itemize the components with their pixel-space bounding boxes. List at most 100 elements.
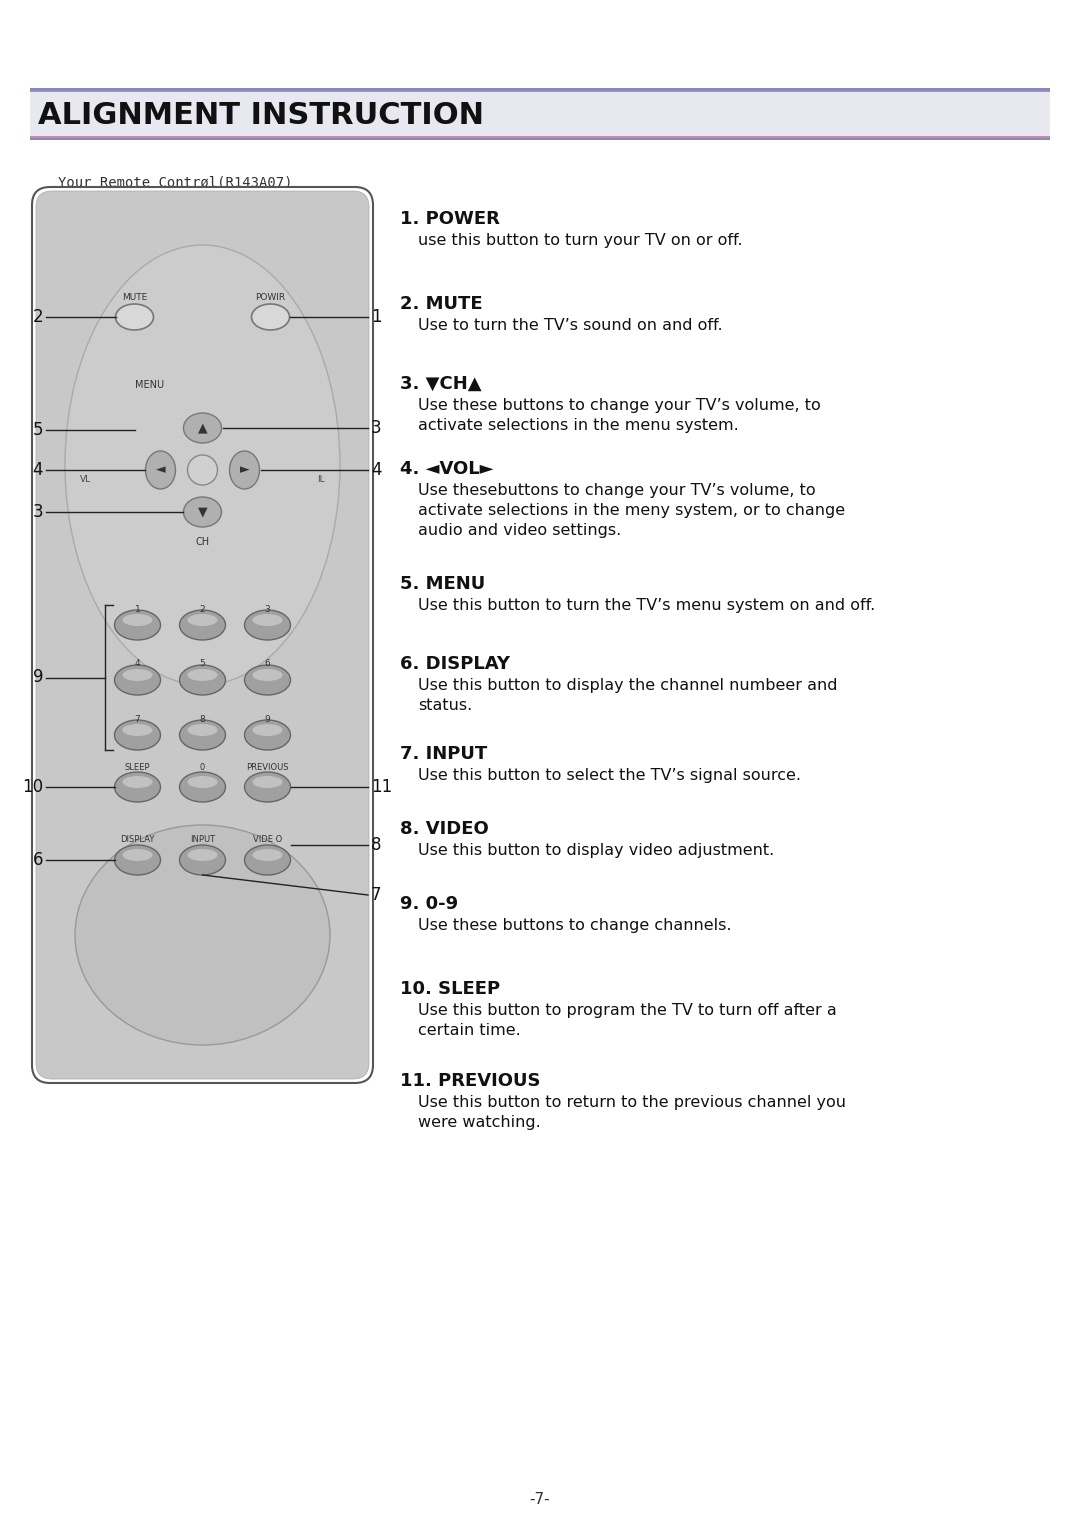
Text: Use this button to turn the TV’s menu system on and off.: Use this button to turn the TV’s menu sy… [418, 597, 875, 613]
Text: SLEEP: SLEEP [125, 762, 150, 772]
Text: 1: 1 [135, 605, 140, 614]
Ellipse shape [122, 850, 152, 860]
Text: INPUT: INPUT [190, 836, 215, 845]
Text: 7. INPUT: 7. INPUT [400, 746, 487, 762]
Text: 4: 4 [135, 660, 140, 669]
Text: Use this button to return to the previous channel you: Use this button to return to the previou… [418, 1096, 846, 1109]
Text: 7: 7 [372, 886, 381, 905]
Text: IL: IL [318, 475, 325, 484]
Bar [30, 89, 1050, 141]
Text: 2: 2 [32, 309, 43, 325]
FancyBboxPatch shape [36, 191, 369, 1079]
Text: Use to turn the TV’s sound on and off.: Use to turn the TV’s sound on and off. [418, 318, 723, 333]
Ellipse shape [252, 304, 289, 330]
Ellipse shape [114, 610, 161, 640]
Text: 11: 11 [372, 778, 392, 796]
Ellipse shape [184, 413, 221, 443]
Text: 4. ◄VOL►: 4. ◄VOL► [400, 460, 494, 478]
Text: ◄: ◄ [156, 463, 165, 477]
Text: 7: 7 [135, 715, 140, 723]
Ellipse shape [179, 610, 226, 640]
Text: 10: 10 [22, 778, 43, 796]
Text: 4: 4 [372, 461, 381, 478]
Text: 9. 0-9: 9. 0-9 [400, 895, 458, 914]
Text: 3. ▼CH▲: 3. ▼CH▲ [400, 374, 482, 393]
Text: Use thesebuttons to change your TV’s volume, to: Use thesebuttons to change your TV’s vol… [418, 483, 815, 498]
Text: 1: 1 [372, 309, 381, 325]
Text: ▼: ▼ [198, 506, 207, 518]
Text: 1. POWER: 1. POWER [400, 209, 500, 228]
Text: POWIR: POWIR [256, 292, 285, 301]
Ellipse shape [116, 304, 153, 330]
Ellipse shape [244, 665, 291, 695]
Text: audio and video settings.: audio and video settings. [418, 523, 621, 538]
Text: -7-: -7- [529, 1493, 551, 1508]
Ellipse shape [179, 845, 226, 876]
Text: Use this button to select the TV’s signal source.: Use this button to select the TV’s signa… [418, 769, 801, 782]
Ellipse shape [244, 610, 291, 640]
Text: 3: 3 [372, 419, 381, 437]
Text: PREVIOUS: PREVIOUS [246, 762, 288, 772]
Bar [30, 89, 1050, 90]
Ellipse shape [114, 772, 161, 802]
Ellipse shape [188, 614, 217, 626]
Ellipse shape [253, 850, 283, 860]
Text: 10. SLEEP: 10. SLEEP [400, 979, 500, 998]
Text: ►: ► [240, 463, 249, 477]
Text: 2. MUTE: 2. MUTE [400, 295, 483, 313]
Ellipse shape [188, 669, 217, 681]
Ellipse shape [244, 845, 291, 876]
Text: 9: 9 [265, 715, 270, 723]
Ellipse shape [114, 665, 161, 695]
Text: 0: 0 [200, 762, 205, 772]
Ellipse shape [244, 772, 291, 802]
Ellipse shape [179, 772, 226, 802]
Ellipse shape [122, 776, 152, 788]
Text: Your Remote Contrøl(R143A07): Your Remote Contrøl(R143A07) [58, 176, 293, 189]
Text: 9: 9 [32, 669, 43, 686]
Ellipse shape [114, 720, 161, 750]
Text: 8: 8 [200, 715, 205, 723]
Text: 5: 5 [200, 660, 205, 669]
Text: 5. MENU: 5. MENU [400, 575, 485, 593]
Text: 8. VIDEO: 8. VIDEO [400, 821, 489, 837]
Ellipse shape [114, 845, 161, 876]
Text: 6. DISPLAY: 6. DISPLAY [400, 656, 510, 672]
Text: 2: 2 [200, 605, 205, 614]
Ellipse shape [253, 724, 283, 736]
Text: Use this button to display the channel numbeer and: Use this button to display the channel n… [418, 678, 837, 694]
Text: certain time.: certain time. [418, 1024, 521, 1038]
Ellipse shape [65, 244, 340, 685]
Text: 6: 6 [32, 851, 43, 869]
Ellipse shape [184, 497, 221, 527]
FancyBboxPatch shape [32, 186, 373, 1083]
Ellipse shape [253, 669, 283, 681]
Text: CH: CH [195, 536, 210, 547]
Text: 3: 3 [265, 605, 270, 614]
Text: activate selections in the meny system, or to change: activate selections in the meny system, … [418, 503, 846, 518]
Ellipse shape [179, 665, 226, 695]
Text: 6: 6 [265, 660, 270, 669]
Text: VIDE O: VIDE O [253, 836, 282, 845]
Bar [30, 138, 1050, 141]
Ellipse shape [229, 451, 259, 489]
Text: were watching.: were watching. [418, 1115, 541, 1131]
Ellipse shape [122, 614, 152, 626]
Ellipse shape [253, 614, 283, 626]
Text: Use this button to display video adjustment.: Use this button to display video adjustm… [418, 843, 774, 859]
Text: Use this button to program the TV to turn off after a: Use this button to program the TV to tur… [418, 1002, 837, 1018]
Ellipse shape [75, 825, 330, 1045]
Text: 3: 3 [32, 503, 43, 521]
Text: 11. PREVIOUS: 11. PREVIOUS [400, 1073, 540, 1089]
Ellipse shape [244, 720, 291, 750]
Text: 5: 5 [32, 422, 43, 439]
Text: Use these buttons to change channels.: Use these buttons to change channels. [418, 918, 731, 934]
Text: status.: status. [418, 698, 472, 714]
Text: DISPLAY: DISPLAY [120, 836, 154, 845]
Ellipse shape [122, 669, 152, 681]
Text: MUTE: MUTE [122, 292, 147, 301]
Text: ▲: ▲ [198, 422, 207, 434]
Text: 8: 8 [372, 836, 381, 854]
Text: ALIGNMENT INSTRUCTION: ALIGNMENT INSTRUCTION [38, 101, 484, 130]
Ellipse shape [146, 451, 175, 489]
